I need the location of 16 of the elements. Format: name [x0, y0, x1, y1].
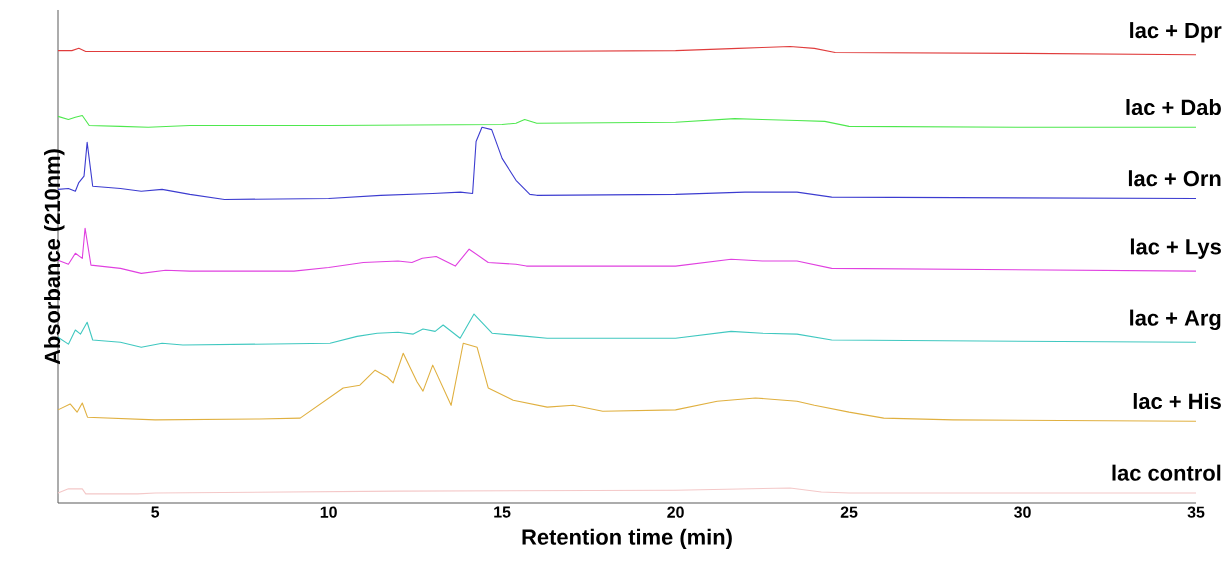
x-axis-title: Retention time (min) — [522, 528, 732, 550]
series-label: lac + Orn — [1128, 170, 1221, 187]
y-axis-title: Absorbance (210nm) — [44, 149, 65, 365]
x-tick-label: 5 — [151, 506, 160, 518]
x-tick-label: 20 — [667, 506, 684, 518]
series-label: lac + Dab — [1126, 99, 1221, 116]
series-label: lac control — [1112, 464, 1221, 481]
x-tick-label: 35 — [1187, 506, 1205, 518]
series-label: lac + Dpr — [1130, 22, 1222, 43]
x-tick-label: 15 — [494, 506, 511, 518]
series-label: lac + Arg — [1130, 309, 1221, 331]
series-label: lac + Lys — [1130, 238, 1221, 259]
series-label: lac + His — [1133, 392, 1221, 410]
x-tick-label: 25 — [840, 506, 858, 518]
x-tick-label: 30 — [1014, 506, 1031, 518]
x-tick-label: 10 — [320, 506, 337, 518]
